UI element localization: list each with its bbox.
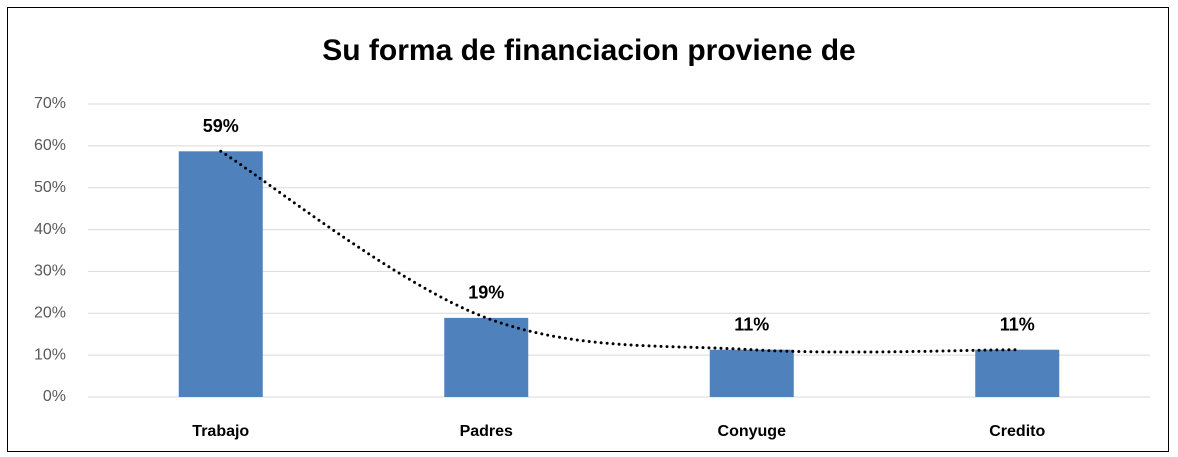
- bar: [444, 317, 529, 397]
- y-tick-label: 0%: [43, 388, 66, 405]
- bar: [975, 349, 1060, 397]
- bar: [709, 349, 794, 397]
- y-tick-label: 20%: [34, 305, 66, 322]
- y-tick-label: 30%: [34, 263, 66, 280]
- y-tick-label: 60%: [34, 137, 66, 154]
- value-label: 11%: [734, 314, 769, 334]
- x-tick-label: Conyuge: [718, 423, 787, 440]
- y-tick-label: 10%: [34, 346, 66, 363]
- value-label: 11%: [1000, 314, 1035, 334]
- value-label: 59%: [203, 116, 239, 136]
- y-tick-label: 40%: [34, 221, 66, 238]
- y-tick-label: 50%: [34, 179, 66, 196]
- value-label: 19%: [468, 283, 504, 303]
- bar: [178, 151, 263, 397]
- chart-title: Su forma de financiacion proviene de: [322, 34, 855, 67]
- x-tick-label: Padres: [460, 423, 513, 440]
- x-tick-label: Credito: [989, 423, 1045, 440]
- y-tick-label: 70%: [34, 95, 66, 112]
- x-tick-label: Trabajo: [192, 423, 249, 440]
